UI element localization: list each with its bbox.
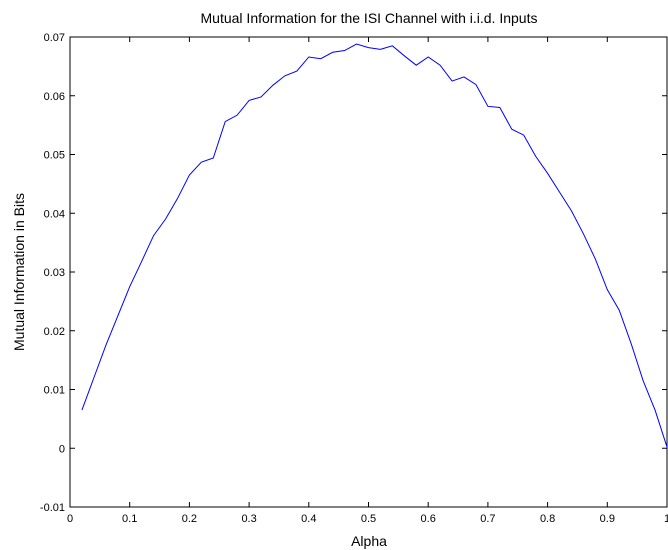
y-tick-label: 0	[59, 443, 65, 455]
y-axis-label: Mutual Information in Bits	[11, 193, 27, 351]
y-tick-label: 0.03	[44, 267, 65, 279]
y-tick-label: 0.01	[44, 385, 65, 397]
y-tick-label: 0.05	[44, 150, 65, 162]
x-tick-label: 0.1	[122, 513, 137, 525]
chart-title: Mutual Information for the ISI Channel w…	[201, 10, 538, 26]
axes-frame	[69, 36, 668, 508]
x-tick-label: 0.3	[241, 513, 256, 525]
x-tick-label: 0.6	[421, 513, 436, 525]
line-series	[81, 43, 668, 448]
x-axis-label: Alpha	[351, 533, 387, 549]
y-tick-label: -0.01	[40, 502, 65, 514]
x-tick-label: 0	[67, 513, 73, 525]
x-tick-label: 0.7	[480, 513, 495, 525]
x-tick-label: 0.4	[301, 513, 316, 525]
y-tick-label: 0.07	[44, 32, 65, 44]
x-tick-label: 0.5	[361, 513, 376, 525]
x-tick-label: 1	[664, 513, 668, 525]
y-tick-label: 0.04	[44, 208, 65, 220]
x-tick-label: 0.9	[600, 513, 615, 525]
y-tick-label: 0.02	[44, 326, 65, 338]
x-tick-label: 0.2	[182, 513, 197, 525]
x-tick-label: 0.8	[540, 513, 555, 525]
y-tick-label: 0.06	[44, 91, 65, 103]
